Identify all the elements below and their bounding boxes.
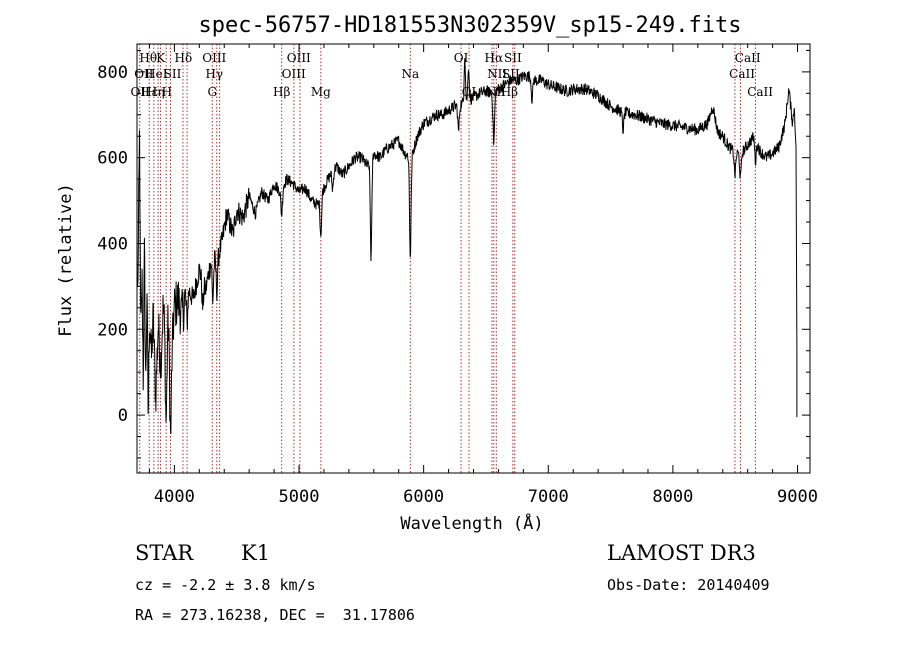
line-label-3: OIII (202, 51, 226, 65)
obs-date-text: Obs-Date: 20140409 (607, 576, 770, 594)
x-tick-label-4000: 4000 (154, 487, 195, 507)
line-label-20: Hη (147, 85, 165, 99)
y-tick-label-400: 400 (97, 234, 128, 254)
line-label-5: OI (454, 51, 469, 65)
x-tick-label-8000: 8000 (652, 487, 693, 507)
survey-name: LAMOST DR3 (607, 541, 756, 565)
x-axis-title: Wavelength (Å) (400, 512, 543, 534)
line-label-15: NII (487, 67, 507, 81)
y-tick-label-200: 200 (97, 320, 128, 340)
line-label-10: HeI (145, 67, 168, 81)
line-label-19: Hε (141, 85, 158, 99)
x-tick-label-6000: 6000 (403, 487, 444, 507)
spectrum-line (137, 58, 798, 434)
coordinates-text: RA = 273.16238, DEC = 31.17806 (135, 606, 415, 624)
x-tick-label-5000: 5000 (279, 487, 320, 507)
line-label-6: Hα (485, 51, 504, 65)
redshift-text: cz = -2.2 ± 3.8 km/s (135, 576, 316, 594)
line-label-11: SII (164, 67, 182, 81)
line-label-7: SII (504, 51, 522, 65)
x-axis-ticks: 4000 5000 6000 7000 8000 9000 (148, 44, 818, 507)
x-tick-label-9000: 9000 (777, 487, 818, 507)
y-axis-title: Flux (relative) (56, 183, 76, 337)
line-label-0: Hθ (139, 51, 157, 65)
y-tick-label-600: 600 (97, 149, 128, 169)
x-tick-label-7000: 7000 (528, 487, 569, 507)
line-label-14: Na (401, 67, 419, 81)
line-label-2: Hδ (175, 51, 193, 65)
line-label-12: Hγ (205, 67, 223, 81)
line-label-23: Hβ (273, 85, 290, 99)
line-label-17: CaII (729, 67, 755, 81)
plot-frame (136, 43, 811, 474)
object-subclass: K1 (241, 541, 270, 565)
line-label-27: Hβ (501, 85, 518, 99)
y-axis-ticks: 0 200 400 600 800 (97, 49, 810, 459)
line-label-24: Mg (311, 85, 331, 99)
y-tick-label-0: 0 (118, 406, 128, 426)
y-tick-label-800: 800 (97, 63, 128, 83)
line-label-22: G (207, 85, 217, 99)
line-label-28: CaII (747, 85, 773, 99)
line-label-13: OIII (282, 67, 306, 81)
line-label-21: H (162, 85, 172, 99)
line-label-1: K (156, 51, 166, 65)
chart-title: spec-56757-HD181553N302359V_sp15-249.fit… (198, 13, 741, 38)
object-class: STAR (135, 541, 194, 565)
line-label-9: OII (134, 67, 154, 81)
line-label-4: OIII (287, 51, 311, 65)
spectral-line-markers (139, 44, 756, 473)
line-label-8: CaII (735, 51, 761, 65)
line-label-18: OII (130, 85, 150, 99)
